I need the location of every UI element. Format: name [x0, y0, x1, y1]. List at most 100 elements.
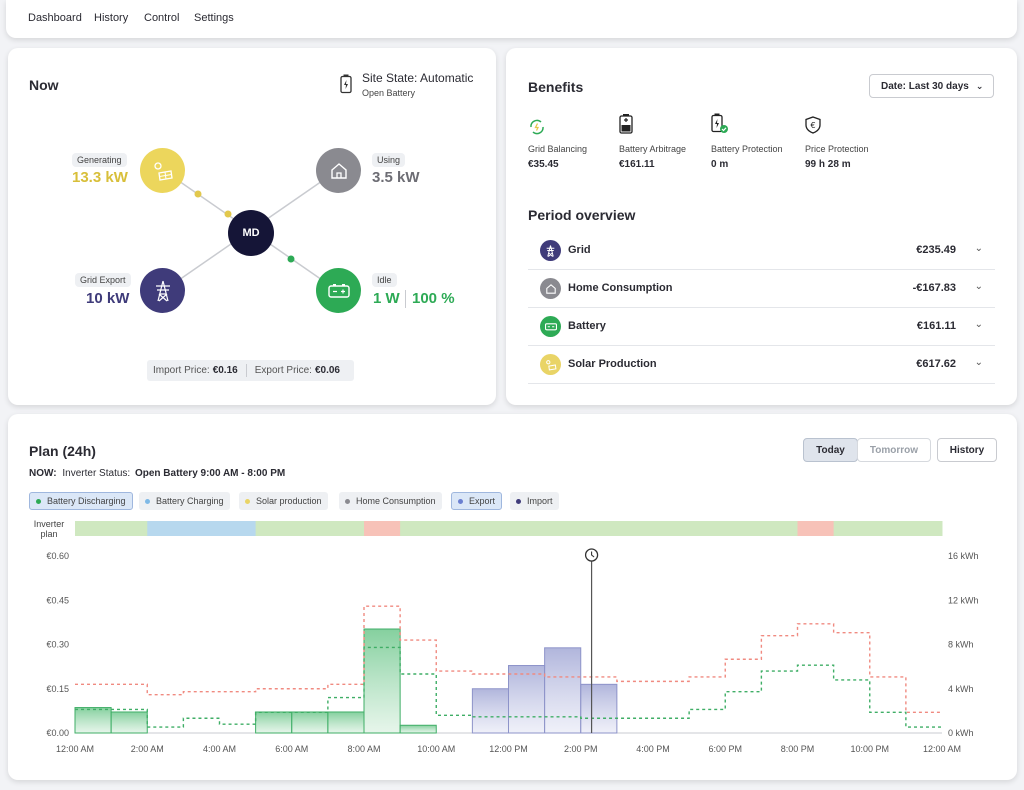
grid-node[interactable]	[140, 268, 185, 313]
chevron-down-icon[interactable]: ⌄	[974, 357, 983, 368]
legend-import[interactable]: Import	[510, 492, 559, 510]
inverter-plan-segment	[75, 521, 112, 536]
status-label: Inverter Status:	[62, 468, 131, 479]
generating-value: 13.3 kW	[72, 169, 128, 186]
battery-state-icon	[340, 74, 352, 94]
inverter-plan-label-line: plan	[40, 529, 58, 539]
benefits-title: Benefits	[528, 79, 584, 95]
inverter-plan-segment	[869, 521, 907, 536]
period-row-name: Solar Production	[568, 358, 657, 370]
legend-label: Battery Charging	[156, 496, 224, 506]
inverter-plan-segment	[905, 521, 943, 536]
solar-panel-icon	[540, 354, 561, 375]
inverter-plan-segment	[508, 521, 546, 536]
generating-label: Generating	[72, 153, 127, 167]
x-tick-label: 2:00 PM	[564, 744, 598, 754]
benefit-battery-arbitrage: Battery Arbitrage €161.11	[619, 114, 686, 170]
export-price-value: €0.06	[314, 365, 340, 376]
legend-dot	[516, 498, 521, 504]
inverter-plan-segment	[255, 521, 293, 536]
divider	[245, 364, 247, 377]
divider	[405, 290, 406, 308]
nav-settings[interactable]: Settings	[194, 12, 234, 24]
home-icon	[540, 278, 561, 299]
chevron-down-icon[interactable]: ⌄	[974, 281, 983, 292]
benefit-value: 0 m	[711, 159, 729, 170]
y-right-tick-label: 0 kWh	[948, 728, 974, 738]
legend-dot	[145, 498, 150, 504]
solar-node[interactable]	[140, 148, 185, 193]
bar-export	[580, 683, 618, 734]
inverter-plan-segment	[725, 521, 762, 536]
chevron-down-icon[interactable]: ⌄	[974, 319, 983, 330]
site-center-node[interactable]: MD	[228, 210, 274, 256]
legend-battery-discharging[interactable]: Battery Discharging	[29, 492, 133, 510]
period-row-home[interactable]: Home Consumption -€167.83 ⌄	[528, 270, 995, 308]
period-row-value: €617.62	[916, 358, 956, 370]
site-state: Site State: Automatic	[362, 71, 474, 85]
using-value: 3.5 kW	[372, 169, 420, 186]
clock-hands	[591, 551, 595, 558]
today-button[interactable]: Today	[803, 438, 858, 462]
legend-label: Home Consumption	[356, 496, 436, 506]
y-left-tick-label: €0.30	[46, 640, 69, 650]
battery-icon	[540, 316, 561, 337]
x-tick-label: 8:00 PM	[781, 744, 815, 754]
benefit-price-protection: € Price Protection 99 h 28 m	[805, 116, 869, 170]
inverter-plan-segment	[327, 521, 365, 536]
y-left-tick-label: €0.15	[46, 684, 69, 694]
bar-battery-discharging	[74, 707, 112, 734]
solar-panel-icon	[153, 161, 173, 181]
chevron-down-icon[interactable]: ⌄	[974, 243, 983, 254]
benefit-value: 99 h 28 m	[805, 159, 851, 170]
y-right-tick-label: 16 kWh	[948, 551, 979, 561]
grid-tower-icon	[540, 240, 561, 261]
inverter-plan-segment	[364, 521, 401, 536]
benefit-battery-protection: Battery Protection 0 m	[711, 113, 783, 170]
legend-solar-production[interactable]: Solar production	[239, 492, 328, 510]
date-range-value: Date: Last 30 days	[881, 80, 969, 92]
period-row-value: €161.11	[916, 320, 956, 332]
chevron-down-icon: ⌄	[975, 80, 984, 91]
nav-control[interactable]: Control	[144, 12, 180, 24]
export-price-line	[75, 646, 942, 728]
x-tick-label: 4:00 AM	[203, 744, 236, 754]
tomorrow-button[interactable]: Tomorrow	[857, 438, 931, 462]
x-tick-label: 6:00 AM	[275, 744, 308, 754]
status-value: Open Battery 9:00 AM - 8:00 PM	[134, 468, 286, 479]
x-tick-label: 12:00 AM	[923, 744, 961, 754]
inverter-plan-segment	[147, 521, 184, 536]
date-range-dropdown[interactable]: Date: Last 30 days ⌄	[869, 74, 994, 98]
y-left-tick-label: €0.00	[46, 728, 69, 738]
y-left-tick-label: €0.45	[46, 595, 69, 605]
grid-export-label: Grid Export	[75, 273, 131, 287]
legend-dot	[36, 498, 41, 504]
inverter-plan-segment	[219, 521, 257, 536]
plan-title: Plan (24h)	[29, 443, 96, 459]
period-row-value: -€167.83	[912, 282, 956, 294]
now-title: Now	[29, 77, 59, 93]
inverter-plan-segment	[616, 521, 654, 536]
svg-text:€: €	[810, 121, 815, 130]
nav-dashboard[interactable]: Dashboard	[28, 12, 82, 24]
legend-battery-charging[interactable]: Battery Charging	[139, 492, 230, 510]
period-row-battery[interactable]: Battery €161.11 ⌄	[528, 308, 995, 346]
site-state-sub: Open Battery	[362, 88, 416, 98]
home-node[interactable]	[316, 148, 361, 193]
inverter-plan-label-line: Inverter	[33, 519, 65, 529]
period-row-grid[interactable]: Grid €235.49 ⌄	[528, 232, 995, 270]
benefit-value: €161.11	[619, 159, 655, 170]
grid-export-value: 10 kW	[86, 290, 130, 307]
benefit-label: Battery Protection	[711, 144, 783, 154]
legend-home-consumption[interactable]: Home Consumption	[339, 492, 442, 510]
nav-history[interactable]: History	[94, 12, 129, 24]
x-tick-label: 10:00 PM	[850, 744, 889, 754]
period-row-name: Battery	[568, 320, 606, 332]
inverter-plan-segment	[761, 521, 798, 536]
price-bar: Import Price: €0.16 Export Price: €0.06	[147, 360, 354, 381]
legend-export[interactable]: Export	[451, 492, 503, 510]
battery-node[interactable]	[316, 268, 361, 313]
period-overview-title: Period overview	[528, 207, 636, 223]
period-row-solar[interactable]: Solar Production €617.62 ⌄	[528, 346, 995, 384]
history-button[interactable]: History	[937, 438, 997, 462]
